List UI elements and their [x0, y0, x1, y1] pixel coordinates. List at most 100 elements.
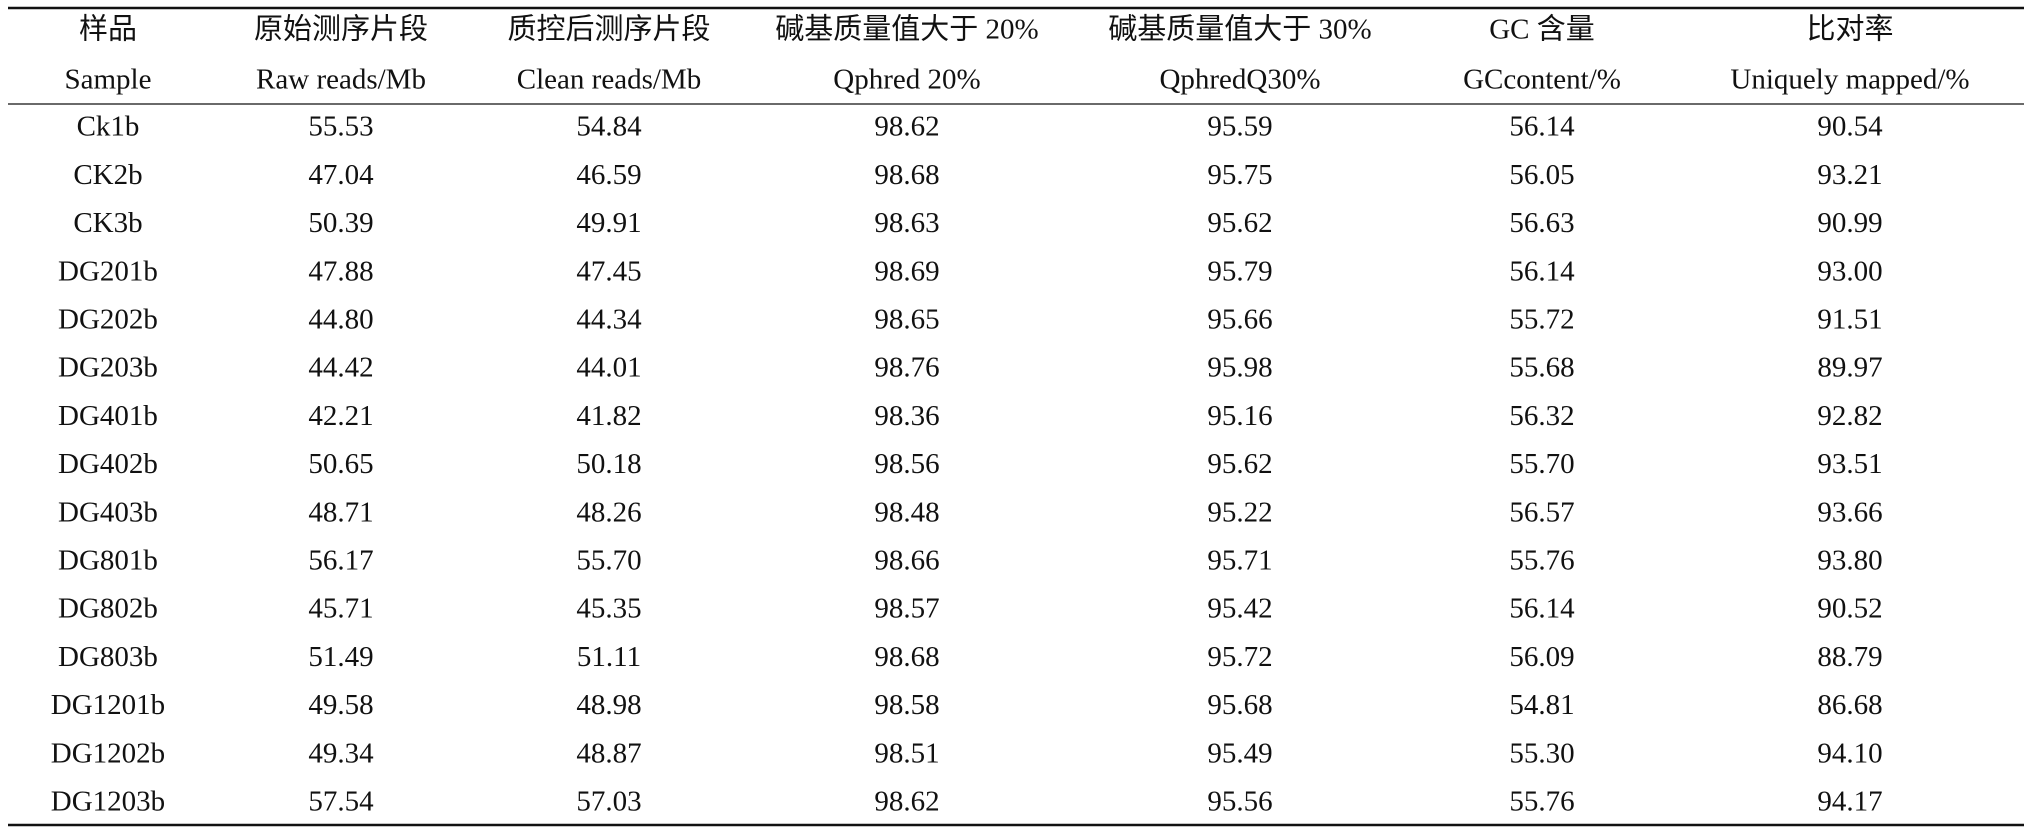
value-cell: 95.79	[1207, 255, 1272, 287]
sample-cell: DG201b	[58, 255, 158, 287]
value-cell: 89.97	[1817, 352, 1882, 384]
value-cell: 93.51	[1817, 448, 1882, 480]
value-cell: 54.81	[1509, 689, 1574, 721]
sample-cell: DG802b	[58, 593, 158, 625]
sample-cell: DG402b	[58, 448, 158, 480]
value-cell: 55.68	[1509, 352, 1574, 384]
header-zh: 碱基质量值大于 20%	[775, 13, 1038, 46]
value-cell: 95.66	[1207, 303, 1272, 335]
sample-cell: DG403b	[58, 496, 158, 528]
value-cell: 98.65	[874, 303, 939, 335]
header-zh: 质控后测序片段	[507, 13, 710, 46]
value-cell: 56.14	[1509, 111, 1575, 143]
sample-cell: DG1203b	[51, 785, 165, 817]
value-cell: 46.59	[576, 159, 641, 191]
value-cell: 98.63	[874, 207, 939, 239]
value-cell: 98.48	[874, 496, 939, 528]
value-cell: 86.68	[1817, 689, 1882, 721]
value-cell: 48.26	[576, 496, 641, 528]
value-cell: 45.35	[576, 593, 641, 625]
value-cell: 90.52	[1817, 593, 1882, 625]
value-cell: 98.51	[874, 737, 939, 769]
header-zh: 原始测序片段	[254, 13, 428, 46]
value-cell: 56.32	[1509, 400, 1574, 432]
value-cell: 90.99	[1817, 207, 1882, 239]
header-zh: 比对率	[1806, 13, 1893, 46]
value-cell: 95.68	[1207, 689, 1272, 721]
sample-cell: DG801b	[58, 544, 158, 576]
value-cell: 45.71	[308, 593, 373, 625]
sample-cell: CK2b	[73, 159, 142, 191]
sample-cell: DG203b	[58, 352, 158, 384]
sample-cell: DG401b	[58, 400, 158, 432]
value-cell: 94.10	[1817, 737, 1882, 769]
sample-cell: DG803b	[58, 641, 158, 673]
header-en: Sample	[65, 64, 152, 96]
value-cell: 47.45	[576, 255, 641, 287]
value-cell: 95.62	[1207, 207, 1272, 239]
value-cell: 55.30	[1509, 737, 1574, 769]
value-cell: 56.05	[1509, 159, 1574, 191]
value-cell: 44.34	[576, 303, 642, 335]
value-cell: 56.63	[1509, 207, 1574, 239]
sample-cell: CK3b	[73, 207, 142, 239]
value-cell: 41.82	[576, 400, 641, 432]
value-cell: 95.22	[1207, 496, 1272, 528]
value-cell: 56.14	[1509, 593, 1575, 625]
value-cell: 98.62	[874, 785, 939, 817]
value-cell: 95.75	[1207, 159, 1272, 191]
value-cell: 98.62	[874, 111, 939, 143]
value-cell: 93.00	[1817, 255, 1882, 287]
value-cell: 95.59	[1207, 111, 1272, 143]
value-cell: 93.80	[1817, 544, 1882, 576]
sample-cell: Ck1b	[77, 111, 140, 143]
value-cell: 56.17	[308, 544, 373, 576]
value-cell: 55.76	[1509, 544, 1574, 576]
value-cell: 51.11	[577, 641, 641, 673]
value-cell: 98.68	[874, 641, 939, 673]
value-cell: 49.91	[576, 207, 641, 239]
value-cell: 95.71	[1207, 544, 1272, 576]
header-zh: GC 含量	[1489, 13, 1595, 46]
value-cell: 98.36	[874, 400, 939, 432]
value-cell: 47.04	[308, 159, 374, 191]
header-en: Clean reads/Mb	[517, 64, 701, 96]
value-cell: 54.84	[576, 111, 642, 143]
value-cell: 49.34	[308, 737, 374, 769]
value-cell: 56.14	[1509, 255, 1575, 287]
header-en: Raw reads/Mb	[256, 64, 426, 96]
value-cell: 98.57	[874, 593, 939, 625]
value-cell: 95.62	[1207, 448, 1272, 480]
value-cell: 98.69	[874, 255, 939, 287]
value-cell: 98.56	[874, 448, 939, 480]
value-cell: 90.54	[1817, 111, 1883, 143]
value-cell: 48.71	[308, 496, 373, 528]
value-cell: 95.16	[1207, 400, 1272, 432]
sample-cell: DG1202b	[51, 737, 165, 769]
value-cell: 95.98	[1207, 352, 1272, 384]
value-cell: 50.18	[576, 448, 641, 480]
sample-cell: DG202b	[58, 303, 158, 335]
value-cell: 48.98	[576, 689, 641, 721]
value-cell: 98.76	[874, 352, 939, 384]
value-cell: 56.57	[1509, 496, 1574, 528]
header-zh: 样品	[79, 13, 137, 46]
value-cell: 93.21	[1817, 159, 1882, 191]
value-cell: 98.58	[874, 689, 939, 721]
value-cell: 44.80	[308, 303, 373, 335]
value-cell: 48.87	[576, 737, 641, 769]
value-cell: 88.79	[1817, 641, 1882, 673]
value-cell: 55.72	[1509, 303, 1574, 335]
sample-cell: DG1201b	[51, 689, 165, 721]
header-en: QphredQ30%	[1159, 64, 1320, 96]
value-cell: 44.42	[308, 352, 373, 384]
value-cell: 55.76	[1509, 785, 1574, 817]
header-en: Qphred 20%	[833, 64, 980, 96]
value-cell: 55.70	[576, 544, 641, 576]
value-cell: 51.49	[308, 641, 373, 673]
value-cell: 95.56	[1207, 785, 1272, 817]
value-cell: 94.17	[1817, 785, 1882, 817]
value-cell: 95.42	[1207, 593, 1272, 625]
value-cell: 49.58	[308, 689, 373, 721]
